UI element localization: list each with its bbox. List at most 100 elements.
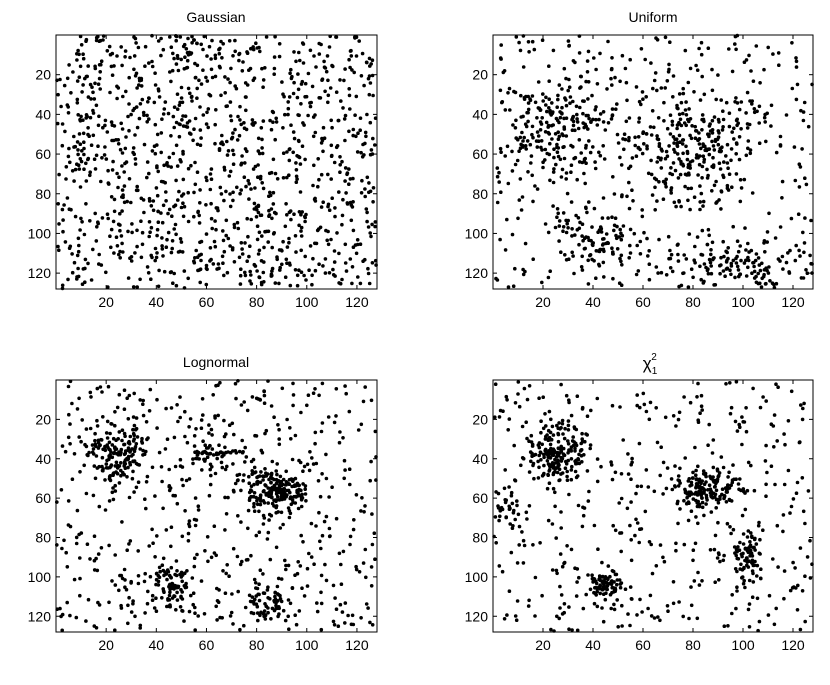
scatter-point: [509, 550, 514, 555]
scatter-point: [575, 177, 579, 182]
scatter-point: [633, 143, 637, 148]
scatter-point: [275, 494, 280, 499]
scatter-point: [337, 190, 341, 194]
scatter-point: [266, 596, 270, 600]
scatter-point: [100, 455, 105, 460]
scatter-point: [532, 47, 537, 52]
scatter-point: [542, 471, 546, 476]
scatter-point: [303, 214, 307, 219]
scatter-point: [577, 138, 582, 142]
scatter-point: [613, 470, 618, 475]
scatter-point: [198, 201, 202, 205]
scatter-point: [759, 285, 764, 289]
scatter-point: [164, 190, 168, 194]
scatter-point: [604, 232, 609, 236]
scatter-point: [251, 599, 256, 604]
scatter-point: [734, 172, 739, 176]
scatter-point: [283, 618, 288, 623]
scatter-point: [654, 177, 659, 182]
scatter-point: [112, 450, 117, 455]
scatter-point: [503, 468, 508, 472]
scatter-point: [261, 611, 266, 616]
scatter-point: [686, 198, 690, 203]
scatter-point: [601, 110, 606, 114]
scatter-point: [671, 161, 676, 165]
scatter-point: [737, 487, 741, 492]
scatter-point: [671, 601, 676, 606]
scatter-point: [592, 56, 596, 60]
scatter-point: [287, 158, 292, 163]
scatter-point: [588, 446, 592, 451]
scatter-point: [147, 220, 152, 224]
scatter-point: [180, 579, 184, 584]
scatter-point: [803, 176, 807, 180]
scatter-point: [683, 108, 688, 112]
scatter-point: [112, 209, 117, 214]
scatter-point: [701, 144, 706, 148]
scatter-point: [561, 452, 566, 456]
scatter-point: [168, 35, 172, 39]
scatter-point: [655, 440, 660, 445]
scatter-point: [310, 282, 314, 287]
scatter-point: [262, 401, 267, 406]
scatter-point: [147, 234, 151, 239]
scatter-point: [682, 395, 686, 399]
scatter-point: [550, 137, 554, 141]
scatter-point: [312, 54, 316, 58]
scatter-point: [348, 534, 353, 539]
scatter-point: [771, 557, 775, 561]
scatter-point: [758, 81, 762, 85]
scatter-point: [694, 63, 698, 68]
scatter-point: [193, 182, 198, 187]
scatter-point: [165, 577, 169, 582]
scatter-point: [556, 439, 561, 444]
scatter-point: [540, 148, 544, 152]
scatter-point: [672, 200, 677, 205]
scatter-point: [301, 42, 306, 46]
scatter-point: [522, 135, 526, 140]
scatter-point: [558, 110, 562, 114]
scatter-point: [100, 156, 104, 160]
scatter-point: [702, 92, 707, 97]
scatter-point: [695, 504, 700, 509]
scatter-point: [244, 127, 249, 132]
scatter-point: [551, 486, 556, 491]
scatter-point: [210, 465, 214, 469]
scatter-point: [601, 237, 605, 241]
scatter-point: [498, 514, 502, 519]
scatter-point: [584, 205, 588, 210]
scatter-point: [655, 88, 659, 93]
scatter-point: [92, 97, 97, 101]
scatter-point: [317, 52, 322, 56]
scatter-point: [667, 67, 671, 72]
scatter-point: [55, 121, 60, 126]
scatter-point: [752, 260, 756, 265]
scatter-point: [676, 417, 681, 422]
scatter-point: [243, 273, 248, 278]
scatter-point: [219, 93, 223, 98]
scatter-point: [117, 430, 122, 434]
scatter-point: [281, 239, 285, 244]
scatter-point: [161, 112, 166, 116]
scatter-point: [645, 144, 649, 148]
scatter-point: [739, 100, 744, 104]
scatter-point: [134, 461, 139, 466]
scatter-point: [192, 127, 196, 131]
scatter-point: [495, 278, 500, 282]
scatter-point: [635, 521, 640, 525]
scatter-point: [269, 480, 273, 485]
scatter-point: [207, 423, 211, 427]
scatter-point: [369, 148, 374, 152]
scatter-point: [239, 267, 243, 272]
scatter-point: [541, 426, 546, 431]
scatter-point: [737, 135, 742, 139]
scatter-point: [692, 90, 696, 94]
scatter-point: [552, 147, 556, 151]
scatter-point: [736, 268, 741, 272]
scatter-point: [686, 117, 690, 122]
scatter-point: [297, 458, 301, 463]
scatter-point: [659, 270, 664, 275]
scatter-point: [617, 501, 621, 505]
scatter-point: [339, 99, 343, 103]
scatter-point: [204, 263, 209, 268]
